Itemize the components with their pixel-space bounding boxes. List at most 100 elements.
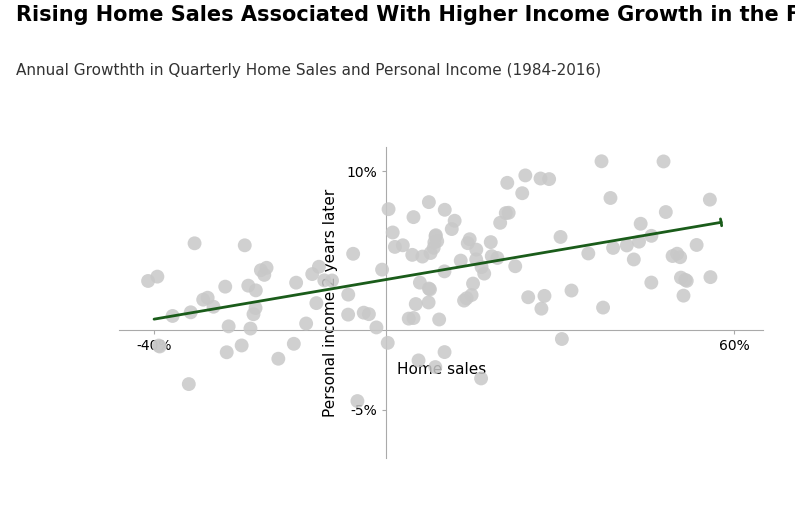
Point (660, 208, 673, 216)
Point (258, 271, 270, 279)
Point (244, 325, 257, 333)
Point (238, 241, 251, 249)
Point (438, 348, 451, 356)
Point (182, 380, 195, 388)
Point (429, 363, 442, 371)
Point (657, 157, 670, 166)
Point (407, 314, 420, 322)
Point (382, 205, 395, 214)
Point (460, 294, 473, 302)
Point (620, 241, 633, 250)
Point (407, 213, 420, 221)
Point (486, 252, 498, 260)
Text: Rising Home Sales Associated With Higher Income Growth in the Future: Rising Home Sales Associated With Higher… (16, 5, 795, 25)
Point (516, 189, 529, 197)
Point (351, 397, 364, 405)
Point (438, 267, 451, 276)
Y-axis label: Personal income 2 years later: Personal income 2 years later (323, 188, 338, 417)
Point (535, 305, 548, 313)
Point (458, 296, 471, 305)
Point (455, 256, 467, 265)
Point (475, 374, 487, 382)
Point (288, 340, 301, 348)
Point (347, 249, 359, 258)
Point (522, 293, 534, 301)
Point (475, 263, 488, 271)
Point (382, 339, 394, 347)
Point (412, 356, 425, 365)
Point (681, 277, 693, 285)
Point (235, 341, 248, 350)
Point (582, 249, 595, 258)
Point (289, 278, 302, 287)
Point (422, 198, 435, 206)
Point (402, 315, 415, 323)
Point (607, 244, 619, 252)
Point (397, 241, 409, 249)
Point (318, 276, 331, 285)
Point (389, 242, 401, 251)
Point (207, 302, 220, 311)
Point (184, 308, 197, 317)
Point (501, 179, 514, 187)
Point (429, 232, 442, 240)
Point (634, 219, 647, 228)
Point (645, 231, 657, 240)
Point (416, 252, 429, 261)
Point (428, 244, 440, 252)
Point (604, 194, 617, 202)
Point (484, 238, 497, 246)
Point (409, 300, 422, 308)
Point (677, 291, 690, 300)
Point (565, 286, 578, 295)
Point (326, 276, 339, 285)
Point (166, 312, 179, 320)
Point (554, 232, 567, 241)
Point (219, 282, 231, 291)
Point (428, 238, 440, 247)
Point (491, 254, 504, 262)
Point (386, 228, 399, 237)
Point (376, 266, 389, 274)
Point (197, 296, 210, 304)
X-axis label: Home sales: Home sales (397, 362, 486, 377)
Point (671, 249, 684, 258)
Point (260, 264, 273, 272)
Point (424, 285, 436, 294)
Point (422, 285, 435, 293)
Point (142, 277, 154, 285)
Point (470, 246, 483, 254)
Point (342, 310, 355, 319)
Point (556, 335, 568, 343)
Point (201, 294, 214, 302)
Point (519, 171, 532, 179)
Point (153, 342, 166, 351)
Point (448, 217, 461, 225)
Point (679, 276, 692, 284)
Point (597, 304, 610, 312)
Point (151, 272, 164, 281)
Point (438, 206, 451, 214)
Point (463, 235, 476, 244)
Point (645, 278, 657, 287)
Point (674, 253, 687, 261)
Point (465, 291, 478, 299)
Point (675, 274, 688, 282)
Point (249, 304, 262, 312)
Point (413, 278, 426, 287)
Point (461, 239, 474, 247)
Point (422, 298, 435, 307)
Point (502, 208, 515, 217)
Point (220, 348, 233, 357)
Point (429, 231, 442, 239)
Point (595, 157, 608, 166)
Point (306, 270, 319, 278)
Point (499, 209, 512, 217)
Point (627, 255, 640, 264)
Point (478, 269, 491, 278)
Point (223, 322, 235, 330)
Point (467, 279, 479, 288)
Point (310, 299, 323, 307)
Point (300, 319, 312, 328)
Point (242, 281, 254, 290)
